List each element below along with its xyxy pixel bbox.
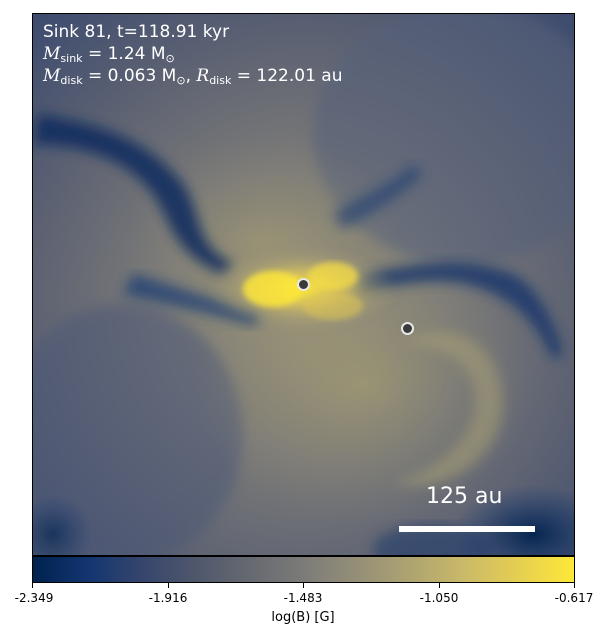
colorbar-tick-label: -0.617 [554,591,594,605]
sink-mass-line: Msink = 1.24 M⊙ [43,44,175,69]
colorbar-tick [439,583,440,588]
sun-symbol: ⊙ [176,74,186,87]
magnetic-field-map: Sink 81, t=118.91 kyr Msink = 1.24 M⊙ Md… [32,13,575,556]
sun-symbol: ⊙ [165,52,175,65]
separator: , [185,66,197,86]
disk-radius-subscript: disk [209,74,232,87]
disk-mass-subscript: disk [60,74,83,87]
disk-radius-value: = 122.01 au [231,66,343,86]
colorbar-tick-label: -1.483 [283,591,323,605]
sink-mass-subscript: sink [60,52,83,65]
sink-mass-value: = 1.24 M [82,44,166,64]
disk-properties-line: Mdisk = 0.063 M⊙, Rdisk = 122.01 au [43,66,342,91]
scale-bar [399,526,535,532]
sink-mass-symbol: M [43,44,61,64]
colorbar-tick-label: -1.916 [148,591,188,605]
colorbar-tick [168,583,169,588]
field-image [33,14,574,555]
disk-mass-value: = 0.063 M [82,66,177,86]
colorbar-label: log(B) [G] [271,610,335,625]
colorbar [32,556,575,583]
secondary-sink-marker [401,322,414,335]
sink-title-text: Sink 81, t=118.91 kyr [43,22,230,42]
colorbar-tick [574,583,575,588]
disk-mass-symbol: M [43,66,61,86]
colorbar-tick-label: -2.349 [14,591,54,605]
scale-bar-label: 125 au [426,484,503,509]
colorbar-tick [32,583,33,588]
colorbar-tick [303,583,304,588]
colorbar-tick-label: -1.050 [419,591,459,605]
sink-title: Sink 81, t=118.91 kyr [43,22,229,42]
primary-sink-marker [297,278,310,291]
disk-radius-symbol: R [196,66,210,86]
